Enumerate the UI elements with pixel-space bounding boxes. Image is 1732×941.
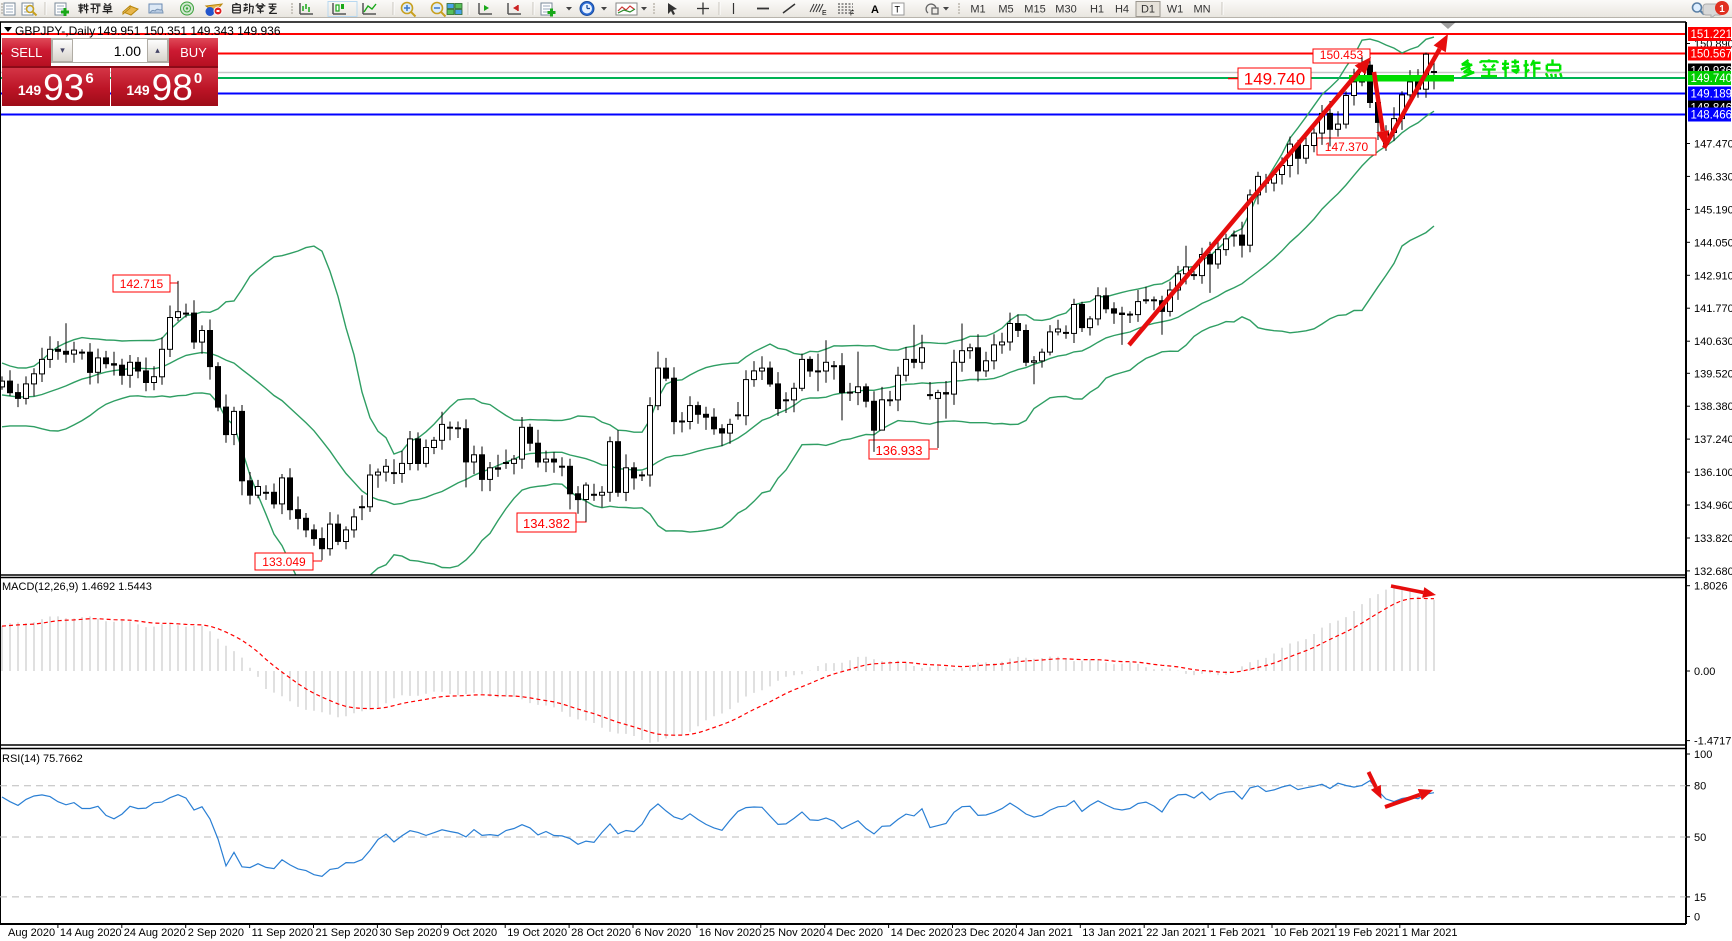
svg-text:1.8026: 1.8026 xyxy=(1694,581,1728,593)
svg-text:4 Dec 2020: 4 Dec 2020 xyxy=(827,927,883,939)
svg-text:MN: MN xyxy=(1193,4,1210,16)
svg-text:24 Aug 2020: 24 Aug 2020 xyxy=(124,927,186,939)
svg-text:2 Sep 2020: 2 Sep 2020 xyxy=(188,927,244,939)
svg-text:21 Sep 2020: 21 Sep 2020 xyxy=(316,927,378,939)
svg-text:147.470: 147.470 xyxy=(1694,139,1732,151)
svg-text:137.240: 137.240 xyxy=(1694,434,1732,446)
svg-text:6 Nov 2020: 6 Nov 2020 xyxy=(635,927,691,939)
svg-text:RSI(14) 75.7662: RSI(14) 75.7662 xyxy=(2,753,83,765)
svg-text:M30: M30 xyxy=(1055,4,1076,16)
svg-text:11 Sep 2020: 11 Sep 2020 xyxy=(252,927,314,939)
svg-text:23 Dec 2020: 23 Dec 2020 xyxy=(955,927,1017,939)
svg-text:W1: W1 xyxy=(1167,4,1184,16)
svg-text:19 Feb 2021: 19 Feb 2021 xyxy=(1338,927,1400,939)
svg-text:25 Nov 2020: 25 Nov 2020 xyxy=(763,927,825,939)
svg-text:0: 0 xyxy=(1694,912,1700,924)
svg-text:150.567: 150.567 xyxy=(1691,49,1732,61)
svg-text:-1.4717: -1.4717 xyxy=(1694,736,1731,748)
svg-text:MACD(12,26,9) 1.4692 1.5443: MACD(12,26,9) 1.4692 1.5443 xyxy=(2,581,152,593)
svg-text:19 Oct 2020: 19 Oct 2020 xyxy=(507,927,567,939)
svg-text:F: F xyxy=(850,11,854,18)
svg-text:147.370: 147.370 xyxy=(1325,140,1369,154)
svg-text:M15: M15 xyxy=(1024,4,1045,16)
svg-text:150.453: 150.453 xyxy=(1320,48,1364,62)
svg-text:Aug 2020: Aug 2020 xyxy=(8,927,55,939)
svg-text:133.049: 133.049 xyxy=(262,555,306,569)
svg-text:T: T xyxy=(895,5,901,15)
svg-text:D1: D1 xyxy=(1141,4,1155,16)
svg-text:149.951 150.351 149.343 149.93: 149.951 150.351 149.343 149.936 xyxy=(97,24,281,38)
svg-text:M5: M5 xyxy=(998,4,1013,16)
svg-text:149.740: 149.740 xyxy=(1244,70,1305,89)
svg-text:141.770: 141.770 xyxy=(1694,303,1732,315)
svg-text:142.910: 142.910 xyxy=(1694,270,1732,282)
svg-text:136.100: 136.100 xyxy=(1694,467,1732,479)
svg-text:E: E xyxy=(822,10,827,17)
svg-text:1 Feb 2021: 1 Feb 2021 xyxy=(1210,927,1266,939)
svg-text:16 Nov 2020: 16 Nov 2020 xyxy=(699,927,761,939)
svg-text:H4: H4 xyxy=(1115,4,1129,16)
svg-text:138.380: 138.380 xyxy=(1694,401,1732,413)
svg-text:14 Aug 2020: 14 Aug 2020 xyxy=(60,927,122,939)
svg-text:14 Dec 2020: 14 Dec 2020 xyxy=(891,927,953,939)
svg-text:M1: M1 xyxy=(970,4,985,16)
svg-text:50: 50 xyxy=(1694,832,1706,844)
svg-text:30 Sep 2020: 30 Sep 2020 xyxy=(379,927,441,939)
svg-text:149.189: 149.189 xyxy=(1691,89,1732,101)
svg-text:10 Feb 2021: 10 Feb 2021 xyxy=(1274,927,1336,939)
svg-text:134.960: 134.960 xyxy=(1694,500,1732,512)
svg-text:80: 80 xyxy=(1694,781,1706,793)
svg-text:134.382: 134.382 xyxy=(523,516,570,531)
svg-text:9 Oct 2020: 9 Oct 2020 xyxy=(443,927,497,939)
svg-text:1: 1 xyxy=(1719,4,1725,15)
svg-text:139.520: 139.520 xyxy=(1694,368,1732,380)
svg-text:140.630: 140.630 xyxy=(1694,336,1732,348)
svg-text:144.050: 144.050 xyxy=(1694,237,1732,249)
svg-text:13 Jan 2021: 13 Jan 2021 xyxy=(1082,927,1143,939)
svg-text:0.00: 0.00 xyxy=(1694,666,1715,678)
svg-text:100: 100 xyxy=(1694,749,1712,761)
svg-text:146.330: 146.330 xyxy=(1694,171,1732,183)
svg-text:151.221: 151.221 xyxy=(1691,29,1732,41)
svg-text:4 Jan 2021: 4 Jan 2021 xyxy=(1018,927,1072,939)
svg-text:22 Jan 2021: 22 Jan 2021 xyxy=(1146,927,1207,939)
svg-text:148.466: 148.466 xyxy=(1691,110,1732,122)
svg-text:133.820: 133.820 xyxy=(1694,533,1732,545)
svg-text:GBPJPY-,Daily: GBPJPY-,Daily xyxy=(15,24,95,38)
svg-text:149.740: 149.740 xyxy=(1691,73,1732,85)
svg-text:A: A xyxy=(871,4,879,16)
svg-text:H1: H1 xyxy=(1090,4,1104,16)
svg-text:145.190: 145.190 xyxy=(1694,204,1732,216)
svg-text:142.715: 142.715 xyxy=(120,277,164,291)
svg-text:132.680: 132.680 xyxy=(1694,566,1732,578)
svg-text:1 Mar 2021: 1 Mar 2021 xyxy=(1402,927,1458,939)
svg-text:28 Oct 2020: 28 Oct 2020 xyxy=(571,927,631,939)
svg-text:136.933: 136.933 xyxy=(876,443,923,458)
svg-text:15: 15 xyxy=(1694,892,1706,904)
